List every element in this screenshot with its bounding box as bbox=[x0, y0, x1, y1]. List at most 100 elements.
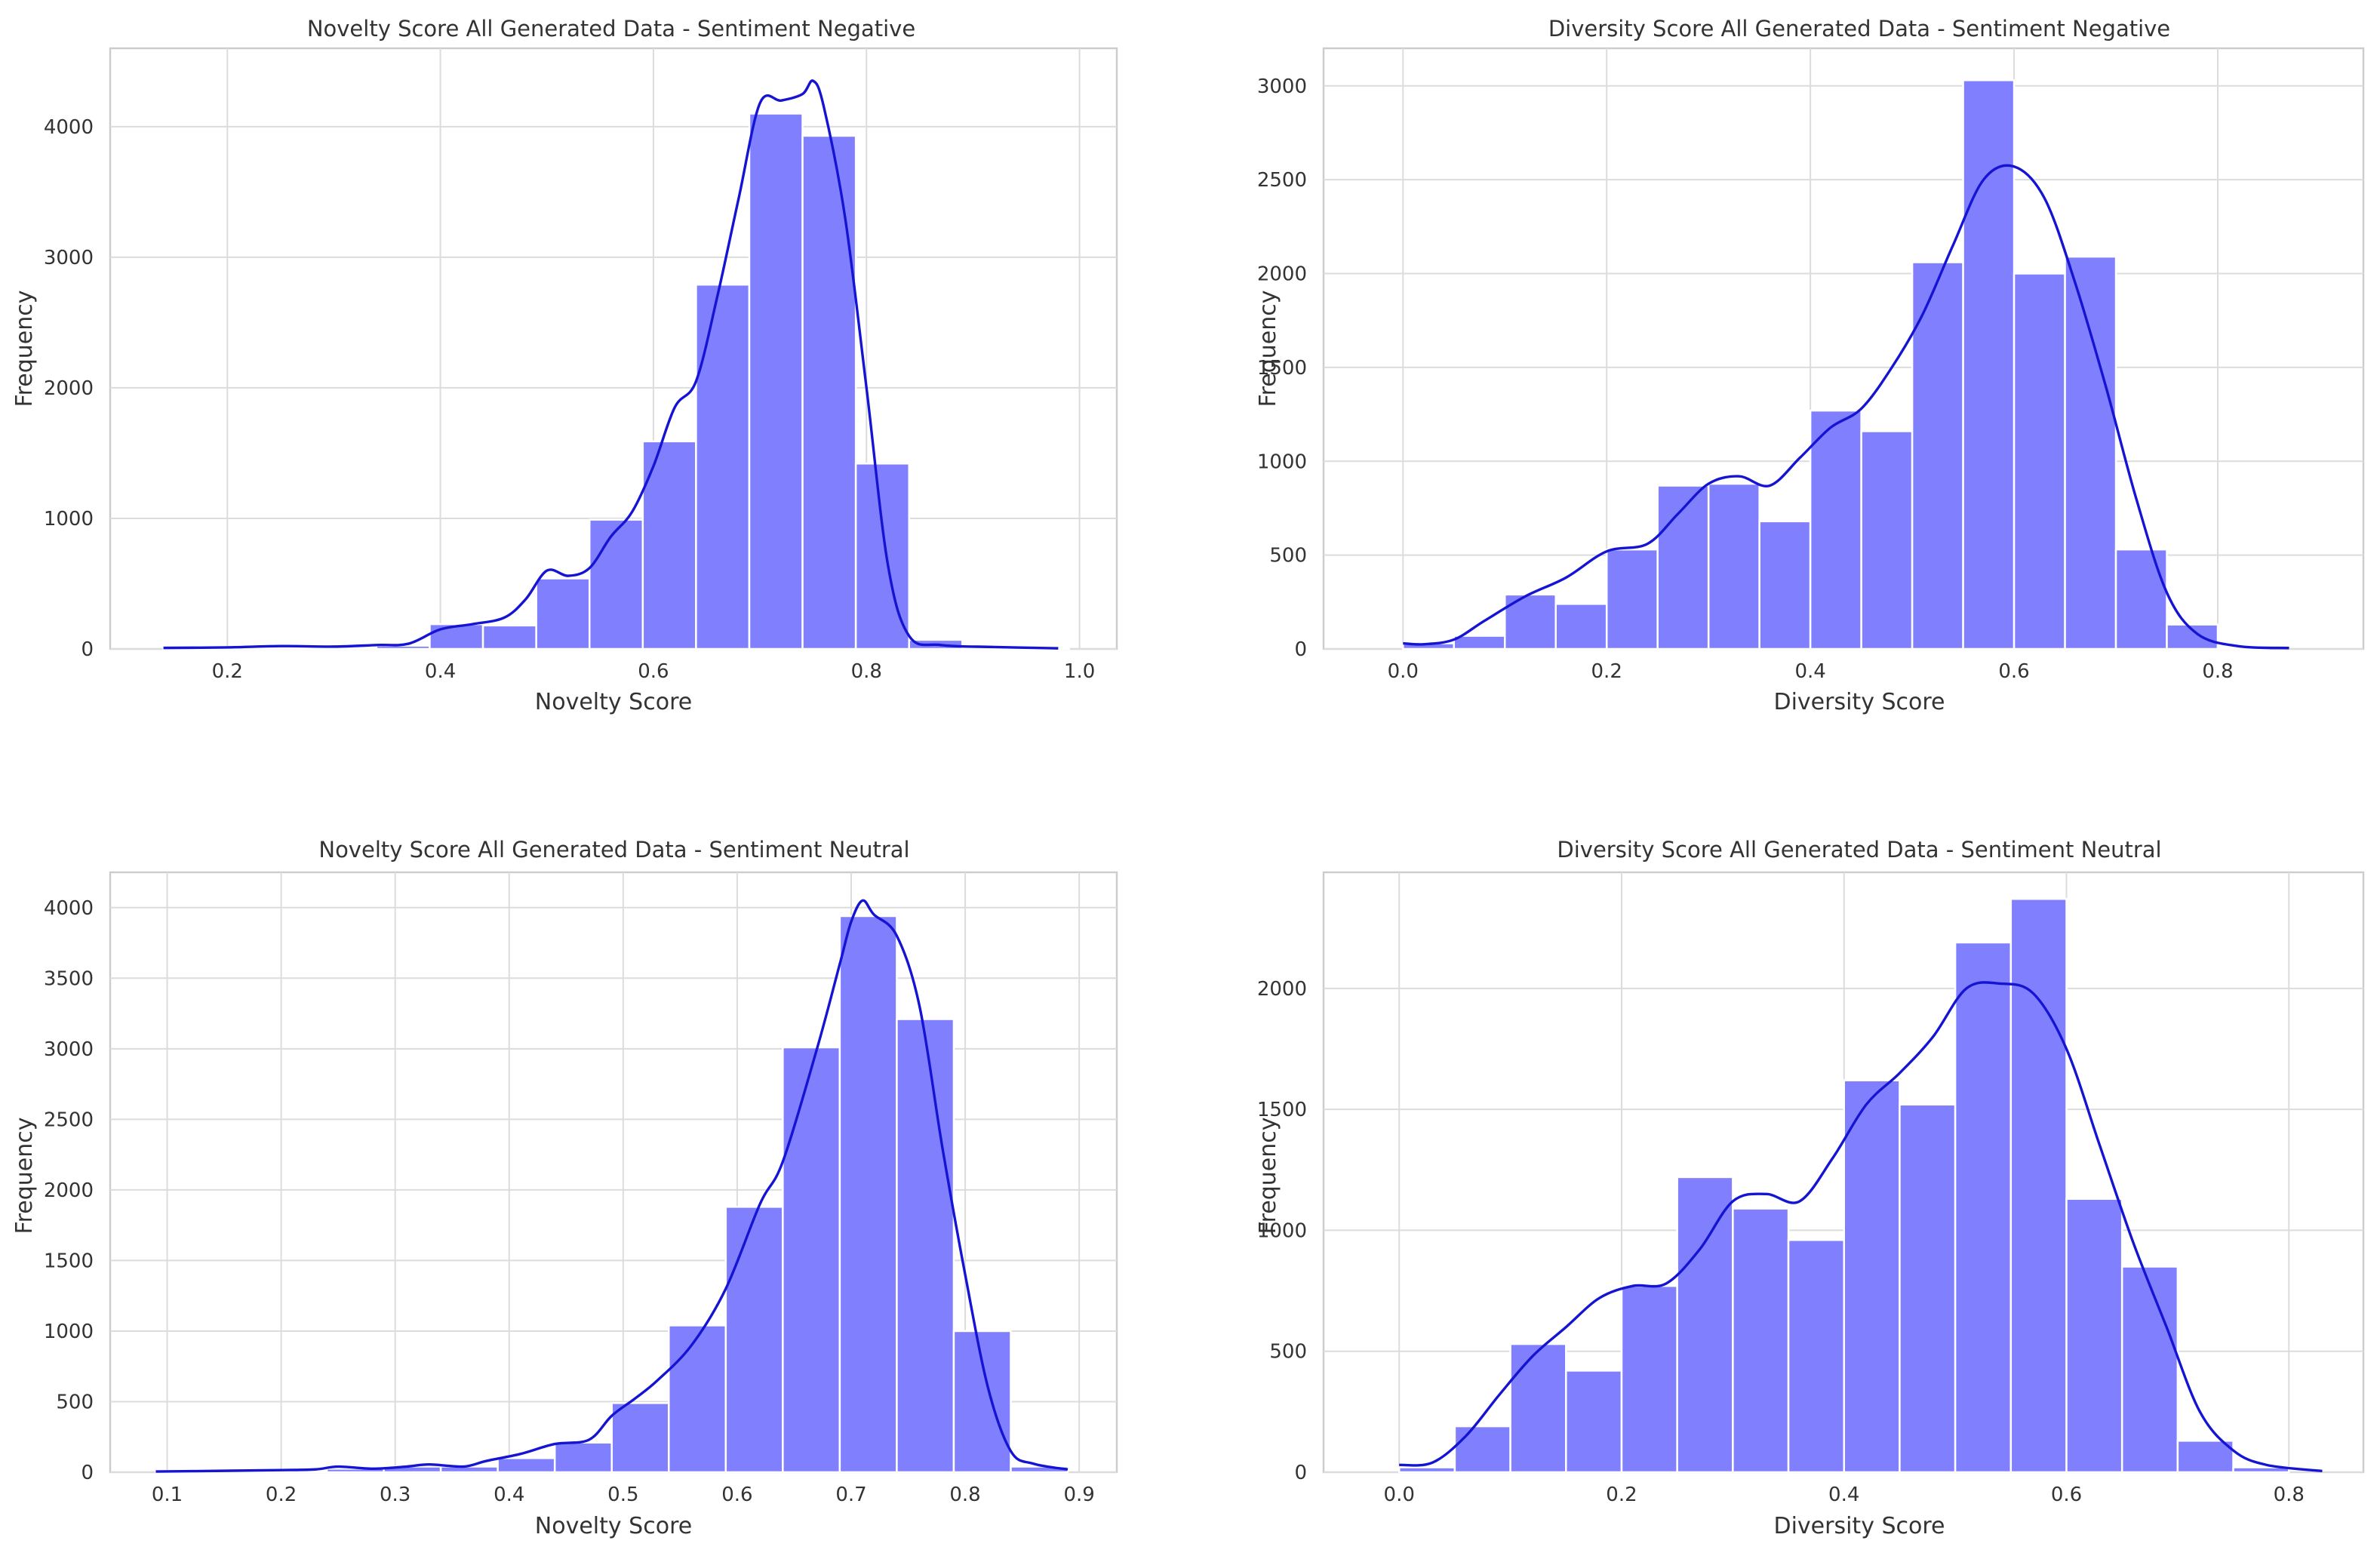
histogram-bar bbox=[553, 1441, 613, 1474]
histogram-bar bbox=[2176, 1440, 2234, 1474]
y-tick-label: 1000 bbox=[44, 1321, 94, 1343]
kde-curve bbox=[163, 79, 1059, 650]
histogram-bar bbox=[1899, 1103, 1957, 1474]
x-tick-label: 0.4 bbox=[1794, 660, 1825, 683]
x-tick-label: 0.8 bbox=[2274, 1484, 2305, 1506]
y-tick-label: 1000 bbox=[44, 508, 94, 530]
histogram-bar bbox=[1565, 1370, 1623, 1474]
histogram-bar bbox=[429, 623, 484, 650]
histogram-bar bbox=[1509, 1342, 1567, 1474]
histogram-bar bbox=[668, 1324, 727, 1474]
y-tick-label: 3000 bbox=[44, 1038, 94, 1061]
y-tick-label: 2500 bbox=[44, 1109, 94, 1131]
y-tick-label: 2000 bbox=[1257, 978, 1307, 1001]
chart-title: Novelty Score All Generated Data - Senti… bbox=[307, 16, 915, 42]
novelty-negative-chart: Novelty Score All Generated Data - Senti… bbox=[11, 16, 1118, 715]
x-tick-label: 0.2 bbox=[212, 660, 243, 683]
histogram-bar bbox=[896, 1018, 955, 1474]
histogram-bar bbox=[269, 647, 324, 650]
histogram-bar bbox=[1860, 430, 1914, 650]
histogram-bar bbox=[1954, 941, 2013, 1474]
novelty-neutral-chart: Novelty Score All Generated Data - Senti… bbox=[11, 837, 1118, 1539]
y-tick-label: 1000 bbox=[1257, 450, 1307, 473]
histogram-bar bbox=[2232, 1466, 2290, 1474]
histogram-bar bbox=[1676, 1176, 1734, 1474]
histogram-bar bbox=[497, 1457, 556, 1474]
histogram-bar bbox=[2114, 548, 2168, 650]
histogram-bar bbox=[2120, 1265, 2179, 1474]
histogram-bar bbox=[952, 1330, 1012, 1474]
x-axis-label: Novelty Score bbox=[535, 689, 692, 715]
y-tick-label: 500 bbox=[56, 1391, 94, 1413]
x-axis-label: Diversity Score bbox=[1773, 689, 1945, 715]
y-tick-label: 3500 bbox=[44, 967, 94, 990]
x-tick-label: 0.2 bbox=[1606, 1484, 1637, 1506]
y-axis-label: Frequency bbox=[11, 1118, 38, 1235]
x-tick-label: 1.0 bbox=[1064, 660, 1095, 683]
kde-curve bbox=[1399, 981, 2323, 1473]
histogram-bar bbox=[1620, 1284, 1678, 1474]
histogram-bar bbox=[695, 283, 751, 650]
y-tick-label: 3000 bbox=[1257, 75, 1307, 98]
y-tick-label: 500 bbox=[1269, 1341, 1307, 1364]
histogram-bar bbox=[838, 915, 898, 1474]
histogram-bar bbox=[535, 577, 591, 650]
histogram-bar bbox=[1656, 484, 1710, 650]
histogram-bar bbox=[1732, 1207, 1790, 1474]
histogram-bar bbox=[782, 1046, 841, 1474]
histogram-bar bbox=[724, 1206, 784, 1474]
y-axis-label: Frequency bbox=[1255, 291, 1281, 407]
histogram-bar bbox=[1787, 1239, 1845, 1474]
y-tick-label: 0 bbox=[1294, 638, 1307, 661]
x-tick-label: 0.6 bbox=[2051, 1484, 2082, 1506]
y-tick-label: 1000 bbox=[1257, 1219, 1307, 1242]
histogram-bar bbox=[1809, 409, 1862, 650]
chart-panel-4: Diversity Score All Generated Data - Sen… bbox=[1207, 801, 2380, 1556]
chart-panel-3: Novelty Score All Generated Data - Senti… bbox=[0, 801, 1162, 1556]
y-axis-label: Frequency bbox=[1255, 1118, 1281, 1235]
x-tick-label: 0.4 bbox=[1828, 1484, 1859, 1506]
diversity-neutral-chart: Diversity Score All Generated Data - Sen… bbox=[1255, 837, 2365, 1539]
histogram-bar bbox=[801, 134, 857, 650]
diversity-negative-chart: Diversity Score All Generated Data - Sen… bbox=[1255, 16, 2365, 715]
histogram-bar bbox=[1707, 482, 1760, 650]
x-tick-label: 0.3 bbox=[380, 1484, 411, 1506]
histogram-bar bbox=[1554, 603, 1608, 650]
x-tick-label: 0.6 bbox=[721, 1484, 752, 1506]
x-tick-label: 0.9 bbox=[1063, 1484, 1094, 1506]
x-tick-label: 0.8 bbox=[2202, 660, 2233, 683]
y-tick-label: 0 bbox=[81, 1462, 94, 1484]
chart-panel-1: Novelty Score All Generated Data - Senti… bbox=[0, 0, 1162, 755]
x-axis-label: Novelty Score bbox=[535, 1513, 692, 1539]
x-tick-label: 0.2 bbox=[266, 1484, 297, 1506]
histogram-bar bbox=[1398, 1466, 1456, 1474]
x-tick-label: 0.4 bbox=[494, 1484, 524, 1506]
y-tick-label: 1500 bbox=[1257, 1099, 1307, 1121]
x-tick-label: 0.5 bbox=[607, 1484, 638, 1506]
y-tick-label: 2000 bbox=[1257, 263, 1307, 286]
y-tick-label: 4000 bbox=[44, 897, 94, 920]
y-tick-label: 500 bbox=[1269, 545, 1307, 567]
kde-curve bbox=[155, 899, 1069, 1473]
chart-title: Diversity Score All Generated Data - Sen… bbox=[1557, 837, 2161, 863]
x-tick-label: 0.0 bbox=[1384, 1484, 1415, 1506]
x-tick-label: 0.2 bbox=[1591, 660, 1622, 683]
y-tick-label: 4000 bbox=[44, 116, 94, 139]
y-tick-label: 0 bbox=[1294, 1462, 1307, 1484]
y-tick-label: 2000 bbox=[44, 1179, 94, 1202]
histogram-bar bbox=[1453, 635, 1506, 650]
histogram-bar bbox=[1503, 593, 1557, 650]
histogram-bar bbox=[588, 518, 644, 650]
histogram-bar bbox=[1605, 548, 1659, 650]
y-tick-label: 1500 bbox=[44, 1250, 94, 1272]
y-tick-label: 0 bbox=[81, 638, 94, 661]
histogram-bar bbox=[1758, 520, 1812, 650]
histogram-bar bbox=[610, 1402, 670, 1474]
y-tick-label: 3000 bbox=[44, 247, 94, 269]
x-tick-label: 0.6 bbox=[1998, 660, 2029, 683]
histogram-bar bbox=[748, 112, 804, 650]
x-tick-label: 0.8 bbox=[851, 660, 882, 683]
histogram-bar bbox=[1843, 1079, 1901, 1474]
x-tick-label: 0.7 bbox=[835, 1484, 866, 1506]
chart-title: Novelty Score All Generated Data - Senti… bbox=[318, 837, 909, 863]
